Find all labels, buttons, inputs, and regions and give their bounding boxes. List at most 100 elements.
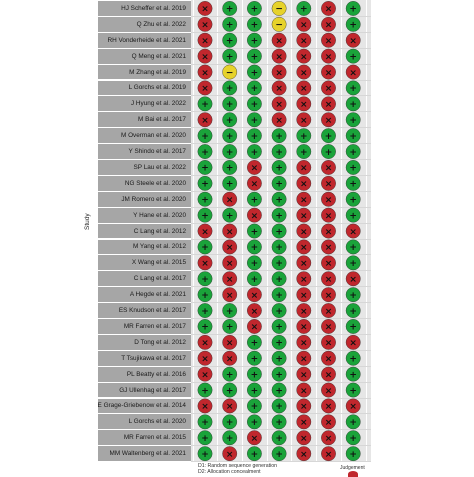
judgement-high-mark: ×: [321, 319, 336, 334]
svg-text:×: ×: [201, 21, 209, 31]
row-divider: [191, 238, 371, 240]
svg-text:×: ×: [325, 450, 333, 460]
judgement-high-mark: ×: [197, 48, 213, 64]
judgement-high-mark: ×: [197, 1, 213, 16]
svg-text:+: +: [275, 132, 283, 142]
judgement-high-mark: ×: [345, 271, 361, 287]
svg-text:+: +: [251, 195, 259, 205]
judgement-low-mark: +: [345, 16, 361, 32]
svg-text:+: +: [201, 211, 209, 221]
judgement-low-mark: +: [345, 175, 361, 191]
judgement-low-mark: +: [246, 112, 262, 128]
judgement-low-mark: +: [271, 128, 287, 144]
row-divider: [191, 95, 371, 97]
row-divider: [191, 365, 371, 367]
judgement-low-mark: +: [271, 446, 287, 462]
svg-text:×: ×: [226, 259, 234, 269]
svg-text:×: ×: [201, 68, 209, 78]
svg-text:+: +: [349, 386, 357, 396]
judgement-high-mark: ×: [321, 175, 336, 191]
svg-text:×: ×: [325, 84, 333, 94]
study-label: MR Farren et al. 2015: [98, 430, 191, 446]
svg-text:×: ×: [325, 180, 333, 190]
study-label: Q Zhu et al. 2022: [98, 16, 191, 32]
judgement-high-mark: ×: [296, 398, 312, 414]
svg-text:+: +: [201, 148, 209, 158]
study-label: Y Hane et al. 2020: [98, 207, 191, 223]
svg-text:×: ×: [325, 259, 333, 269]
judgement-high-mark: ×: [222, 398, 238, 414]
study-label: Q Meng et al. 2021: [98, 48, 191, 64]
svg-text:×: ×: [300, 84, 308, 94]
svg-text:+: +: [349, 132, 357, 142]
svg-text:×: ×: [325, 418, 333, 428]
judgement-low-mark: +: [271, 255, 287, 271]
svg-text:×: ×: [251, 323, 259, 333]
judgement-high-mark: ×: [197, 398, 213, 414]
judgement-low-mark: +: [345, 48, 361, 64]
judgement-low-mark: +: [296, 1, 312, 16]
judgement-low-mark: +: [345, 144, 361, 159]
judgement-low-mark: +: [246, 48, 262, 64]
judgement-high-mark: ×: [222, 191, 238, 207]
svg-text:×: ×: [275, 116, 283, 126]
judgement-low-mark: +: [246, 239, 262, 255]
svg-text:+: +: [275, 386, 283, 396]
svg-text:×: ×: [325, 323, 333, 333]
svg-text:+: +: [251, 227, 259, 237]
svg-text:×: ×: [300, 291, 308, 301]
svg-text:×: ×: [325, 434, 333, 444]
row-divider: [191, 31, 371, 33]
row-divider: [191, 47, 371, 49]
svg-text:×: ×: [251, 291, 259, 301]
svg-text:×: ×: [226, 227, 234, 237]
judgement-high-mark: ×: [296, 334, 312, 350]
svg-text:+: +: [349, 180, 357, 190]
svg-text:+: +: [275, 180, 283, 190]
svg-text:×: ×: [325, 164, 333, 174]
judgement-low-mark: +: [345, 319, 361, 334]
svg-text:×: ×: [275, 52, 283, 62]
svg-text:+: +: [226, 323, 234, 333]
svg-text:×: ×: [349, 227, 357, 237]
judgement-low-mark: +: [345, 430, 361, 446]
svg-text:+: +: [226, 5, 234, 15]
svg-text:+: +: [201, 180, 209, 190]
svg-text:+: +: [226, 180, 234, 190]
judgement-low-mark: +: [197, 175, 213, 191]
judgement-low-mark: +: [246, 16, 262, 32]
svg-text:−: −: [226, 68, 234, 78]
svg-text:+: +: [251, 450, 259, 460]
svg-text:+: +: [349, 291, 357, 301]
judgement-high-mark: ×: [321, 112, 336, 128]
svg-text:×: ×: [251, 164, 259, 174]
svg-text:+: +: [226, 386, 234, 396]
svg-text:×: ×: [251, 434, 259, 444]
svg-text:+: +: [275, 164, 283, 174]
judgement-high-mark: ×: [246, 287, 262, 303]
svg-text:×: ×: [226, 195, 234, 205]
judgement-low-mark: +: [197, 382, 213, 398]
svg-text:+: +: [201, 195, 209, 205]
judgement-low-mark: +: [271, 207, 287, 223]
study-label: M Bai et al. 2017: [98, 112, 191, 128]
judgement-low-mark: +: [345, 128, 361, 144]
svg-text:×: ×: [325, 370, 333, 380]
judgement-high-mark: ×: [197, 16, 213, 32]
judgement-high-mark: ×: [296, 271, 312, 287]
study-label: M Overman et al. 2020: [98, 128, 191, 144]
svg-text:+: +: [251, 84, 259, 94]
svg-text:+: +: [325, 132, 333, 142]
judgement-high-mark: ×: [321, 1, 336, 16]
judgement-low-mark: +: [345, 414, 361, 430]
svg-text:+: +: [275, 195, 283, 205]
column-separator: [242, 0, 244, 462]
judgement-low-mark: +: [222, 32, 238, 48]
row-divider: [191, 413, 371, 415]
svg-text:+: +: [275, 211, 283, 221]
row-divider: [191, 63, 371, 65]
judgement-low-mark: +: [246, 414, 262, 430]
svg-text:×: ×: [251, 180, 259, 190]
column-separator: [291, 0, 293, 462]
